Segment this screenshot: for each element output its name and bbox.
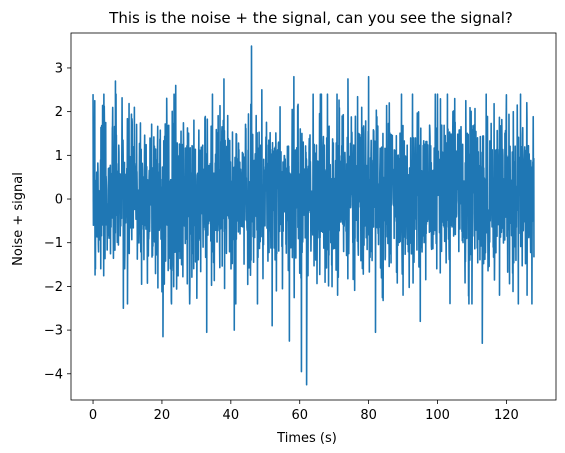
plot-area — [71, 33, 556, 400]
y-tick-label: 0 — [55, 193, 63, 208]
x-axis: 0 20 40 60 80 100 120 — [89, 400, 519, 423]
x-tick-label: 60 — [291, 408, 308, 423]
y-tick-label: −1 — [44, 236, 63, 251]
x-axis-label: Times (s) — [276, 431, 337, 446]
y-tick-label: −2 — [44, 280, 63, 295]
x-tick-label: 20 — [154, 408, 171, 423]
y-tick-label: −4 — [44, 367, 63, 382]
y-tick-label: 1 — [55, 149, 63, 164]
x-tick-label: 40 — [223, 408, 240, 423]
y-axis-label: Noise + signal — [11, 172, 26, 266]
y-tick-label: 2 — [55, 105, 63, 120]
x-tick-label: 80 — [360, 408, 377, 423]
y-tick-label: 3 — [55, 61, 63, 76]
chart-title: This is the noise + the signal, can you … — [108, 9, 513, 27]
y-axis: −4 −3 −2 −1 0 1 2 3 — [44, 61, 71, 382]
x-tick-label: 100 — [425, 408, 450, 423]
x-tick-label: 120 — [494, 408, 519, 423]
y-tick-label: −3 — [44, 324, 63, 339]
x-tick-label: 0 — [89, 408, 97, 423]
